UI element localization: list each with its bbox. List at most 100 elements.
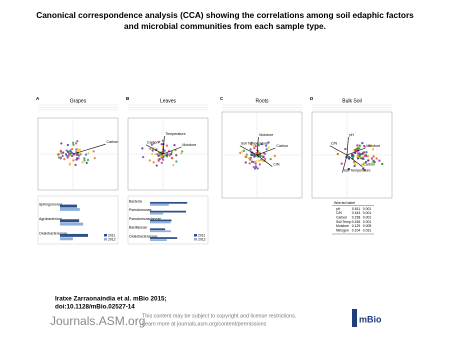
point-decoration: [363, 144, 366, 147]
point-decoration: [158, 140, 161, 143]
panel-title: Leaves: [160, 98, 177, 104]
point-decoration: [364, 161, 367, 164]
bar-frame: [37, 195, 119, 245]
point-decoration: [63, 158, 66, 161]
footer-site[interactable]: Journals.ASM.org: [50, 314, 145, 328]
vector-label: Carbon: [147, 141, 159, 145]
legend-label: 2012: [198, 237, 206, 241]
bar-label: Pseudomonadaceae: [129, 217, 161, 221]
point-decoration: [252, 160, 255, 164]
point-decoration: [245, 153, 248, 156]
bar-decoration: [150, 201, 188, 204]
vector-label: pH: [349, 133, 354, 137]
point-decoration: [157, 154, 160, 157]
point-decoration: [267, 146, 270, 149]
point-decoration: [242, 149, 246, 152]
table-cell: C/N: [336, 211, 342, 215]
point-decoration: [156, 153, 159, 156]
point-decoration: [353, 164, 356, 167]
point-decoration: [258, 163, 261, 166]
bar-decoration: [150, 230, 171, 233]
panel-letter: C: [220, 96, 224, 101]
legend-swatch: [194, 238, 197, 241]
table-cell: 0.125: [352, 224, 361, 228]
point-decoration: [373, 161, 376, 164]
point-decoration: [175, 160, 178, 163]
vector-label: Soil Temperature: [343, 168, 370, 172]
table-cell: 0.443: [352, 211, 361, 215]
point-decoration: [340, 162, 343, 165]
point-decoration: [66, 156, 69, 159]
point-decoration: [84, 153, 88, 156]
bar-decoration: [60, 237, 73, 241]
point-decoration: [59, 157, 62, 160]
point-decoration: [148, 159, 151, 162]
point-decoration: [152, 142, 155, 145]
point-decoration: [81, 161, 84, 164]
vector-arrow: [239, 145, 258, 156]
vector-arrow: [346, 147, 366, 156]
panel-letter: B: [126, 96, 130, 101]
point-decoration: [372, 155, 375, 158]
citation: doi:10.1128/mBio.02527-14: [55, 304, 135, 311]
point-decoration: [367, 155, 370, 158]
point-decoration: [241, 150, 244, 153]
point-decoration: [358, 156, 361, 159]
point-decoration: [181, 150, 184, 153]
title-line: Canonical correspondence analysis (CCA) …: [36, 10, 414, 20]
point-decoration: [67, 154, 71, 157]
vector-label: Soil Temperature: [241, 142, 268, 146]
point-decoration: [372, 159, 375, 162]
point-decoration: [86, 158, 90, 162]
point-decoration: [66, 143, 69, 147]
point-decoration: [264, 144, 268, 147]
point-decoration: [368, 144, 371, 147]
point-decoration: [265, 148, 268, 151]
point-decoration: [161, 157, 164, 160]
point-decoration: [336, 153, 339, 156]
point-decoration: [71, 154, 74, 157]
legend-label: 2011: [198, 233, 205, 237]
point-decoration: [250, 143, 253, 146]
point-decoration: [348, 157, 351, 160]
point-decoration: [363, 162, 366, 165]
point-decoration: [257, 159, 261, 162]
point-decoration: [257, 151, 260, 154]
vector-arrow: [329, 145, 348, 156]
point-decoration: [353, 149, 356, 152]
point-decoration: [255, 154, 258, 157]
point-decoration: [356, 147, 359, 150]
point-decoration: [358, 144, 361, 147]
bar-decoration: [150, 228, 166, 231]
legend-label: 2012: [108, 237, 116, 241]
vector-arrow: [342, 154, 348, 173]
footer-notice[interactable]: Learn more at journals.asm.org/content/p…: [142, 321, 267, 327]
panel-title: Grapes: [70, 98, 87, 104]
point-decoration: [77, 154, 80, 157]
point-decoration: [358, 152, 361, 155]
table-cell: 0.611: [352, 207, 360, 211]
table-cell: 0.005: [363, 224, 372, 228]
point-decoration: [358, 147, 361, 150]
point-decoration: [83, 159, 86, 162]
point-decoration: [370, 157, 373, 160]
point-decoration: [364, 154, 367, 157]
point-decoration: [367, 159, 370, 162]
table-cell: 0.104: [352, 228, 361, 232]
vector-arrow: [256, 147, 276, 156]
title-line: and microbial communities from each samp…: [124, 21, 326, 31]
point-decoration: [64, 153, 68, 156]
panel-title: Roots: [255, 98, 269, 104]
point-decoration: [259, 154, 262, 157]
vector-label: Carbon: [107, 140, 119, 144]
point-decoration: [93, 157, 96, 160]
point-decoration: [158, 157, 161, 161]
point-decoration: [354, 151, 357, 154]
point-decoration: [262, 155, 265, 159]
vector-arrow: [162, 146, 182, 155]
table-cell: Nitrogen: [336, 228, 349, 232]
point-decoration: [360, 153, 363, 156]
bar-decoration: [150, 237, 178, 239]
point-decoration: [78, 148, 82, 151]
point-decoration: [168, 153, 171, 156]
